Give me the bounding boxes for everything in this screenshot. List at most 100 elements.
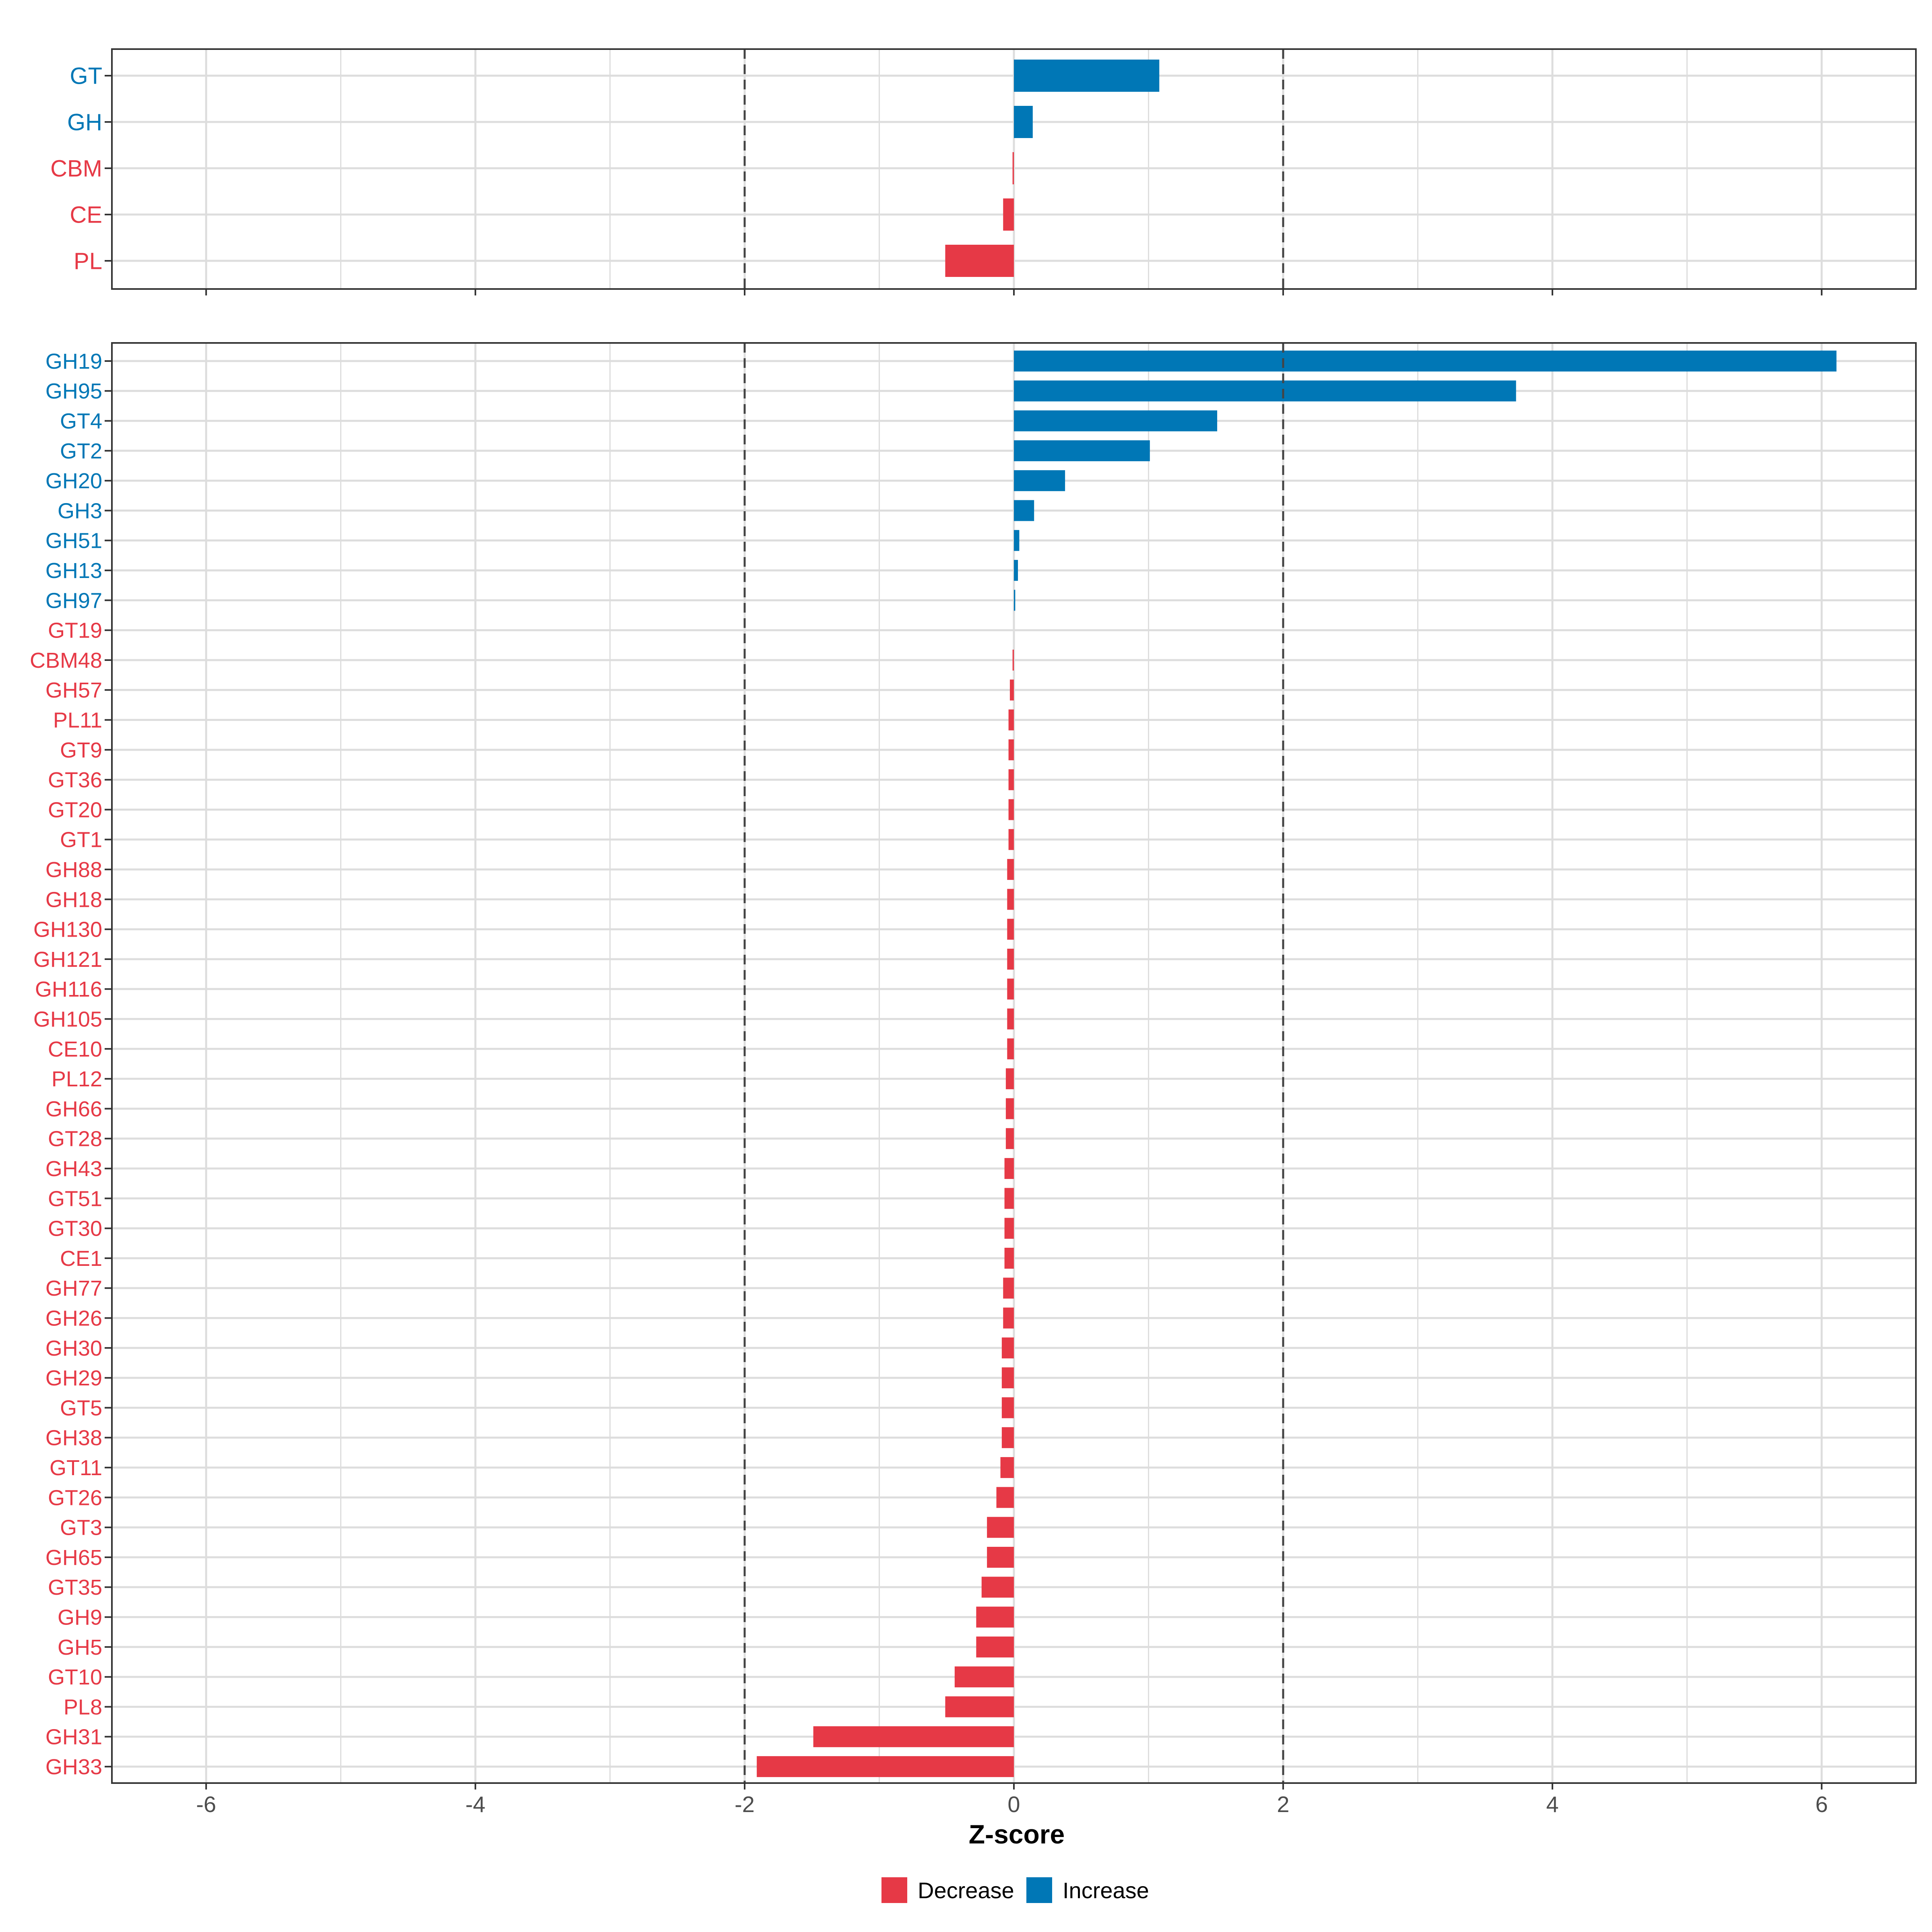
y-tick-label: GH29: [45, 1366, 102, 1390]
bar-gt30: [1004, 1218, 1014, 1239]
y-tick-label: PL12: [52, 1067, 102, 1091]
y-tick-label: GT: [70, 63, 102, 89]
y-tick-label: GH116: [35, 977, 102, 1001]
bar-gh88: [1007, 859, 1014, 880]
y-tick-label: GT36: [48, 768, 102, 792]
bar-gh9: [976, 1606, 1014, 1628]
y-tick-label: PL: [74, 248, 102, 274]
bar-gh26: [1003, 1307, 1014, 1329]
y-tick-label: GH26: [45, 1307, 102, 1331]
y-tick-label: GT9: [60, 738, 102, 762]
bar-ce: [1003, 198, 1014, 231]
bar-gh95: [1014, 380, 1516, 402]
y-tick-label: GT19: [48, 619, 102, 643]
y-tick-label: GT1: [60, 828, 102, 852]
y-tick-label: GT4: [60, 409, 102, 433]
bar-gh43: [1004, 1158, 1014, 1179]
y-tick-label: GH121: [33, 947, 102, 972]
y-tick-label: CBM48: [30, 648, 102, 673]
bar-gt11: [1000, 1457, 1014, 1478]
bar-gh77: [1003, 1278, 1014, 1299]
bar-gt36: [1008, 769, 1014, 791]
bar-gh51: [1014, 530, 1020, 551]
x-tick-label: 4: [1546, 1792, 1558, 1817]
bar-gh18: [1007, 889, 1014, 910]
x-tick-label: 2: [1277, 1792, 1289, 1817]
y-tick-label: GT35: [48, 1575, 102, 1600]
y-tick-label: PL11: [53, 708, 102, 733]
y-tick-label: GH3: [58, 499, 102, 523]
bar-gh: [1014, 106, 1033, 138]
legend-swatch-increase: [1026, 1877, 1052, 1903]
x-tick-label: 0: [1007, 1792, 1020, 1817]
bar-gt4: [1014, 410, 1218, 431]
legend-label-increase: Increase: [1063, 1878, 1149, 1903]
x-tick-label: -2: [735, 1792, 755, 1817]
bar-gh65: [987, 1547, 1014, 1568]
bar-gh57: [1009, 679, 1014, 701]
bar-pl: [945, 245, 1014, 277]
y-tick-label: CE10: [48, 1037, 102, 1061]
bottom-panel: GH19 GH95 GT4 GT2 GH20 GH3 GH51 GH13 GH97 GT19 CBM…: [30, 342, 1917, 1790]
y-tick-label: CE1: [60, 1247, 102, 1271]
y-tick-label: GH105: [33, 1007, 102, 1032]
y-tick-label: GH19: [45, 349, 102, 374]
bar-gh29: [1001, 1367, 1014, 1389]
y-tick-label: GH97: [45, 588, 102, 613]
bar-gh130: [1007, 919, 1014, 940]
bar-gt1: [1008, 829, 1014, 850]
x-axis-title: Z-score: [969, 1819, 1065, 1849]
bar-gh3: [1014, 500, 1034, 521]
bar-gt26: [996, 1487, 1014, 1508]
y-tick-label: GH51: [45, 529, 102, 553]
y-tick-label: GH66: [45, 1097, 102, 1121]
y-tick-label: GT30: [48, 1217, 102, 1241]
y-tick-label: GH38: [45, 1426, 102, 1450]
y-tick-label: GH20: [45, 469, 102, 493]
y-tick-label: GT5: [60, 1396, 102, 1420]
bar-gh5: [976, 1636, 1014, 1657]
x-tick-label: -4: [465, 1792, 485, 1817]
bar-ce1: [1004, 1248, 1014, 1269]
y-tick-label: PL8: [64, 1695, 102, 1719]
y-tick-label: CE: [70, 202, 102, 228]
y-tick-label: GH88: [45, 858, 102, 882]
bar-gh116: [1007, 978, 1014, 1000]
y-tick-label: GT2: [60, 439, 102, 463]
y-tick-label: GT28: [48, 1127, 102, 1151]
bar-cbm48: [1012, 650, 1014, 671]
y-tick-label: GH: [67, 109, 102, 135]
bar-gt51: [1004, 1188, 1014, 1209]
bar-gh13: [1014, 560, 1018, 581]
y-tick-label: GH95: [45, 379, 102, 403]
y-tick-label: GH77: [45, 1276, 102, 1300]
bar-gh66: [1005, 1098, 1014, 1119]
bar-gt20: [1008, 799, 1014, 820]
y-tick-label: GH13: [45, 559, 102, 583]
y-tick-label: CBM: [50, 155, 102, 182]
y-tick-label: GH57: [45, 678, 102, 702]
y-tick-label: GH9: [58, 1606, 102, 1630]
y-tick-label: GT20: [48, 798, 102, 822]
x-axis: -6 -4 -2 0 2 4 6: [196, 1792, 1828, 1817]
x-tick-label: -6: [196, 1792, 216, 1817]
bar-gh30: [1001, 1337, 1014, 1358]
y-tick-label: GH5: [58, 1635, 102, 1660]
bar-gt10: [954, 1666, 1014, 1688]
legend-swatch-decrease: [881, 1877, 907, 1903]
y-tick-label: GT10: [48, 1665, 102, 1689]
bar-gt3: [987, 1517, 1014, 1538]
y-tick-label: GH65: [45, 1546, 102, 1570]
bar-gh20: [1014, 470, 1065, 491]
y-tick-label: GH130: [33, 918, 102, 942]
bar-gt5: [1001, 1397, 1014, 1418]
bar-gh97: [1014, 590, 1016, 611]
y-tick-label: GT51: [48, 1187, 102, 1211]
bar-gt2: [1014, 440, 1150, 461]
bar-gh33: [757, 1756, 1014, 1777]
y-tick-label: GH43: [45, 1157, 102, 1181]
bar-pl11: [1008, 709, 1014, 731]
bar-gh121: [1007, 949, 1014, 970]
bar-gh19: [1014, 351, 1837, 372]
